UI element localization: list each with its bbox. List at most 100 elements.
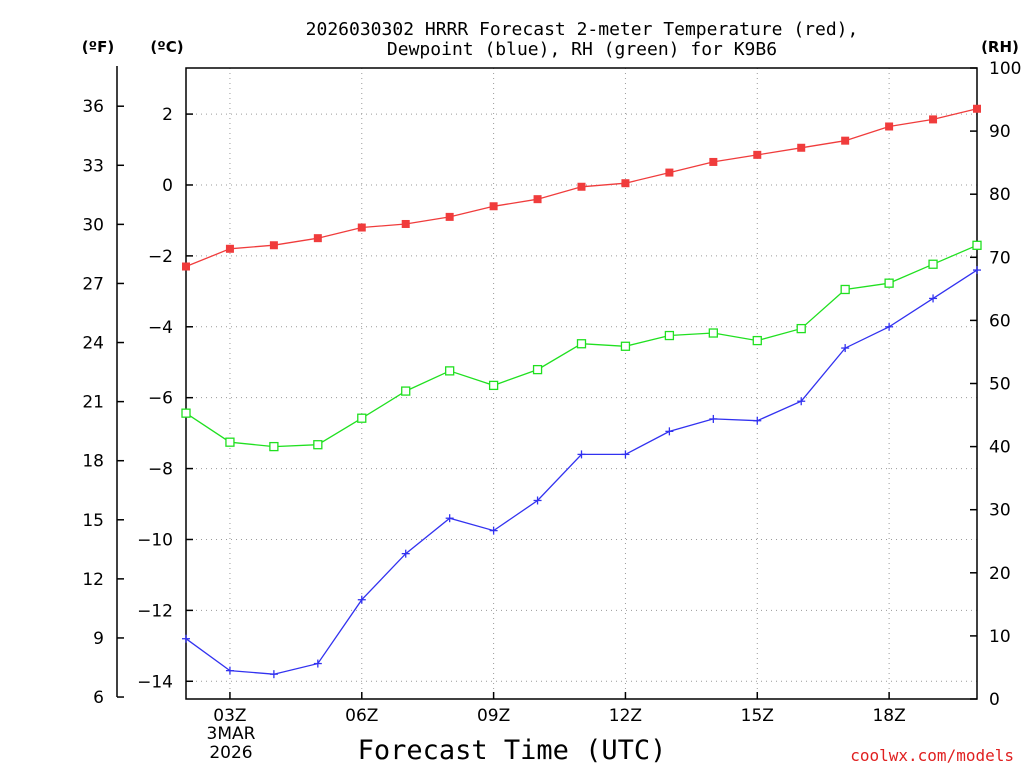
temperature-point xyxy=(313,234,322,243)
chart-title-line2: Dewpoint (blue), RH (green) for K9B6 xyxy=(387,39,777,60)
rh-unit-label: (RH) xyxy=(981,38,1019,56)
rh-tick-label: 50 xyxy=(989,375,1011,395)
rh-tick-label: 80 xyxy=(989,185,1011,205)
celsius-tick-label: −4 xyxy=(148,318,173,338)
dewpoint-point xyxy=(445,514,454,523)
rh-point xyxy=(840,284,850,295)
rh-tick-label: 30 xyxy=(989,501,1011,521)
temperature-point xyxy=(709,157,718,166)
dewpoint-point xyxy=(357,595,366,604)
rh-point xyxy=(313,440,323,450)
dewpoint-point xyxy=(313,659,322,668)
rh-point xyxy=(488,380,499,391)
rh-point xyxy=(401,386,411,396)
celsius-tick-label: −12 xyxy=(137,601,173,621)
date-label-month: 3MAR xyxy=(207,724,256,744)
fahrenheit-tick-label: 36 xyxy=(82,97,104,117)
rh-tick-label: 20 xyxy=(989,564,1011,584)
axes xyxy=(116,66,978,700)
celsius-tick-label: 0 xyxy=(162,176,173,196)
temperature-point xyxy=(445,212,454,221)
credit-label: coolwx.com/models xyxy=(850,746,1014,765)
temperature-point xyxy=(357,223,366,232)
rh-tick-label: 70 xyxy=(989,248,1011,268)
temperature-point xyxy=(973,104,981,113)
rh-tick-label: 10 xyxy=(989,627,1011,647)
celsius-tick-label: −14 xyxy=(137,672,173,692)
series xyxy=(181,104,982,679)
fahrenheit-tick-label: 15 xyxy=(82,511,104,531)
x-tick-label: 12Z xyxy=(609,706,642,726)
temperature-point xyxy=(533,195,542,204)
rh-point xyxy=(225,437,235,447)
rh-point xyxy=(884,278,894,288)
temperature-point xyxy=(753,150,762,159)
temperature-point xyxy=(841,136,850,145)
rh-point xyxy=(664,330,675,341)
fahrenheit-tick-label: 18 xyxy=(82,452,104,472)
dewpoint-point xyxy=(577,450,586,459)
rh-tick-label: 90 xyxy=(989,122,1011,142)
rh-tick-label: 0 xyxy=(989,690,1000,710)
date-label-year: 2026 xyxy=(209,743,252,763)
dewpoint-point xyxy=(929,294,938,303)
fahrenheit-tick-label: 33 xyxy=(82,156,104,176)
celsius-tick-label: 2 xyxy=(162,105,173,125)
rh-tick-label: 100 xyxy=(989,59,1021,79)
rh-point xyxy=(357,413,367,423)
fahrenheit-tick-label: 12 xyxy=(82,570,104,590)
fahrenheit-tick-label: 24 xyxy=(82,334,104,354)
temperature-point xyxy=(401,219,410,228)
dewpoint-point xyxy=(885,322,894,331)
temperature-point xyxy=(797,143,806,152)
dewpoint-point xyxy=(753,416,762,425)
dewpoint-point xyxy=(709,414,718,423)
x-tick-label: 06Z xyxy=(345,706,378,726)
rh-point xyxy=(708,328,718,338)
rh-point xyxy=(752,335,762,346)
dewpoint-point xyxy=(489,526,498,535)
fahrenheit-tick-label: 9 xyxy=(93,629,104,649)
fahrenheit-tick-label: 30 xyxy=(82,215,104,235)
dewpoint-line xyxy=(185,269,978,675)
rh-tick-label: 40 xyxy=(989,438,1011,458)
dewpoint-point xyxy=(225,666,234,675)
dewpoint-point xyxy=(797,397,806,406)
dewpoint-point xyxy=(973,266,981,275)
rh-point xyxy=(576,339,587,349)
dewpoint-point xyxy=(269,670,278,679)
rh-point xyxy=(532,364,543,375)
x-tick-label: 09Z xyxy=(477,706,510,726)
dewpoint-point xyxy=(665,427,674,436)
grid xyxy=(186,68,977,699)
chart-title-line1: 2026030302 HRRR Forecast 2-meter Tempera… xyxy=(306,19,859,40)
celsius-unit-label: (ºC) xyxy=(150,38,183,56)
temperature-point xyxy=(182,262,190,271)
x-tick-label: 15Z xyxy=(741,706,774,726)
rh-point xyxy=(620,341,631,351)
tick-labels: 3633302724211815129620−2−4−6−8−10−12−141… xyxy=(82,59,1021,726)
rh-point xyxy=(181,408,191,418)
rh-point xyxy=(445,366,455,376)
plot-frame xyxy=(185,67,978,700)
fahrenheit-tick-label: 27 xyxy=(82,274,104,294)
x-axis-title: Forecast Time (UTC) xyxy=(358,735,667,766)
dewpoint-point xyxy=(841,344,850,353)
temperature-point xyxy=(621,179,630,188)
rh-point xyxy=(928,259,938,269)
temperature-point xyxy=(489,202,498,211)
temperature-point xyxy=(225,244,234,253)
dewpoint-point xyxy=(533,496,542,505)
temperature-point xyxy=(929,115,938,124)
rh-tick-label: 60 xyxy=(989,311,1011,331)
rh-point xyxy=(269,441,279,452)
fahrenheit-tick-label: 21 xyxy=(82,393,104,413)
temperature-point xyxy=(885,122,894,131)
dewpoint-point xyxy=(182,634,190,643)
rh-point xyxy=(972,240,982,250)
series-rh xyxy=(181,240,982,452)
series-dewpoint xyxy=(182,266,981,679)
temperature-point xyxy=(577,182,586,191)
celsius-tick-label: −6 xyxy=(148,389,173,409)
